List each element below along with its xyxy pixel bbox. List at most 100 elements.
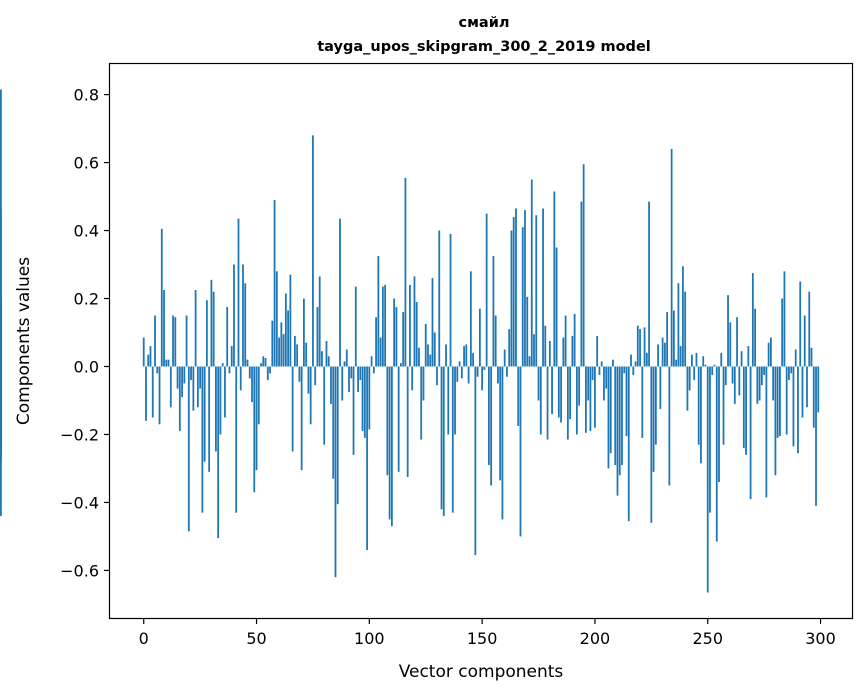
bar [348, 366, 350, 392]
bar [427, 344, 429, 367]
bar [411, 366, 414, 391]
bar [591, 366, 594, 381]
bar [431, 278, 434, 367]
bar [736, 317, 738, 367]
bar [506, 366, 508, 377]
x-tick-label: 300 [805, 629, 836, 648]
bar [366, 366, 368, 551]
y-tick-label: −0.6 [60, 561, 99, 580]
bar [205, 300, 208, 367]
bar [395, 307, 398, 367]
bar [677, 283, 680, 367]
bar [244, 283, 247, 367]
bar [562, 337, 565, 367]
bar [799, 281, 802, 367]
bar [233, 264, 235, 367]
bar [370, 356, 373, 367]
bar [280, 322, 283, 367]
bar [542, 208, 544, 367]
y-tick-label: 0.0 [74, 357, 99, 376]
bar [469, 271, 472, 367]
bar [172, 315, 174, 367]
bar [627, 366, 630, 522]
bar [560, 366, 562, 423]
bar [711, 366, 714, 375]
bar [517, 366, 520, 426]
bar [776, 366, 779, 438]
bar [149, 346, 152, 367]
x-tick-label: 50 [246, 629, 266, 648]
x-axis-label: Vector components [399, 662, 564, 682]
bar [666, 312, 669, 367]
bar [742, 366, 745, 449]
bar [772, 366, 775, 401]
y-tick-label: −0.2 [60, 425, 99, 444]
bar [607, 366, 610, 469]
bar [352, 366, 355, 455]
bar [210, 279, 213, 367]
bar [260, 363, 262, 367]
bar [494, 315, 497, 367]
bar [551, 366, 553, 415]
bar [569, 366, 572, 420]
bar [657, 344, 659, 367]
bar [422, 366, 425, 401]
y-tick-label: 0.6 [74, 154, 99, 173]
bar [810, 347, 813, 367]
bar [713, 364, 716, 367]
bar [600, 361, 603, 367]
bar [754, 308, 756, 367]
bar [181, 366, 183, 398]
bar [623, 366, 626, 374]
bar [512, 216, 515, 367]
bar [145, 366, 147, 421]
bar [654, 366, 657, 445]
bar [756, 366, 759, 404]
bar [630, 354, 632, 367]
bar [528, 356, 531, 367]
bar [661, 337, 664, 367]
bar [187, 366, 190, 532]
bar [176, 366, 179, 389]
bar [510, 230, 513, 367]
bar [643, 327, 646, 367]
bar [483, 366, 486, 370]
bar [451, 366, 454, 513]
bar [815, 366, 817, 506]
bar [751, 273, 754, 367]
bar [580, 201, 583, 367]
bar [659, 366, 662, 409]
bar [449, 233, 452, 367]
bar [727, 295, 729, 367]
bar [393, 298, 396, 367]
bar [147, 354, 150, 367]
bar [336, 366, 339, 505]
bar [273, 199, 276, 367]
bar [740, 351, 743, 367]
bar [650, 366, 653, 523]
y-axis-label: Components values [14, 257, 34, 425]
bar [704, 364, 707, 367]
x-axis-ticks: 0 50 100 150 200 250 300 [139, 618, 836, 648]
bar [508, 329, 511, 367]
bar [384, 284, 387, 367]
bar [530, 179, 533, 367]
bar [769, 337, 772, 367]
y-axis-ticks: −0.6 −0.4 −0.2 0.0 0.2 0.4 0.6 0.8 [60, 86, 110, 580]
bar [160, 228, 163, 367]
bar [639, 329, 641, 367]
bar [463, 346, 465, 367]
bar [774, 366, 777, 476]
bar [219, 366, 222, 435]
bar [224, 366, 226, 418]
bar [808, 291, 811, 367]
bar [397, 366, 400, 472]
bar [442, 366, 445, 517]
bar [618, 366, 621, 476]
bar [433, 332, 436, 367]
chart-title: смайл [458, 15, 509, 31]
bar [323, 366, 326, 445]
bar [801, 366, 804, 418]
bar [700, 366, 702, 464]
